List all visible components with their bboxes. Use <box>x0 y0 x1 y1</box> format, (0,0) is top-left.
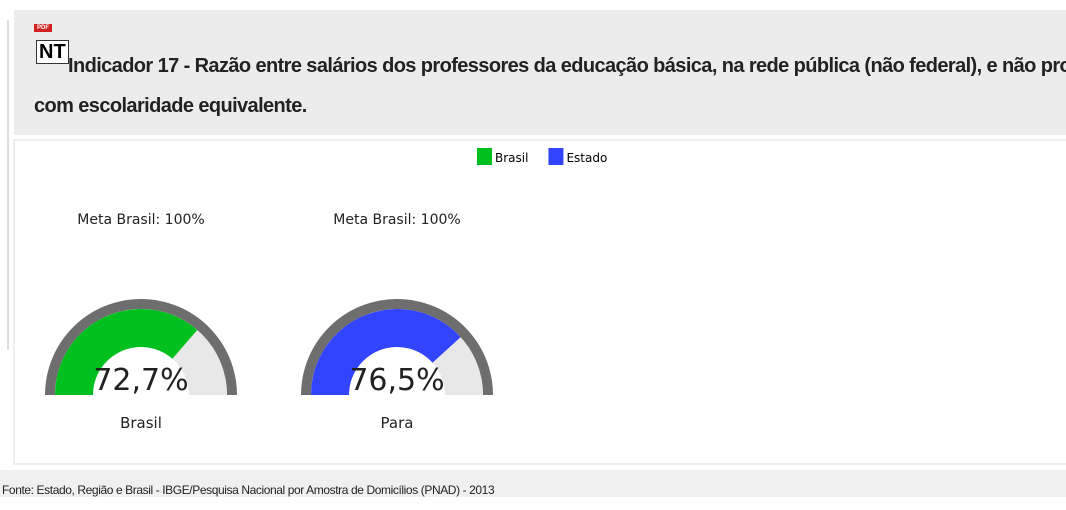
nt-icon[interactable]: NT <box>36 40 69 64</box>
footer: Fonte: Estado, Região e Brasil - IBGE/Pe… <box>0 470 1066 497</box>
legend-label: Estado <box>566 151 607 165</box>
target-label: Meta Brasil: 100% <box>77 212 204 228</box>
legend-swatch <box>548 148 564 165</box>
header: PDF NT Indicador 17 - Razão entre salári… <box>14 10 1066 135</box>
category-label: Brasil <box>120 414 162 432</box>
gauge-value <box>311 308 461 395</box>
gauge-rim <box>45 299 237 395</box>
category-label: Para <box>381 414 414 432</box>
target-label: Meta Brasil: 100% <box>333 212 460 228</box>
divider <box>7 20 9 350</box>
legend-label: Brasil <box>495 151 528 165</box>
value-label: 72,7% <box>93 363 188 398</box>
source: Fonte: Estado, Região e Brasil - IBGE/Pe… <box>2 483 495 497</box>
chart-frame <box>13 139 1066 465</box>
gauge-rim <box>301 299 493 395</box>
title: Indicador 17 - Razão entre salários dos … <box>34 55 1066 117</box>
chart: Brasil Estado 72,7% Meta Brasil: 100% Brasil… <box>13 139 1066 465</box>
pdf-icon[interactable]: PDF <box>34 24 52 32</box>
legend-swatch <box>477 148 492 165</box>
value-label: 76,5% <box>349 363 444 398</box>
page: PDF NT Indicador 17 - Razão entre salári… <box>0 10 1066 497</box>
gauge-value <box>55 309 198 395</box>
